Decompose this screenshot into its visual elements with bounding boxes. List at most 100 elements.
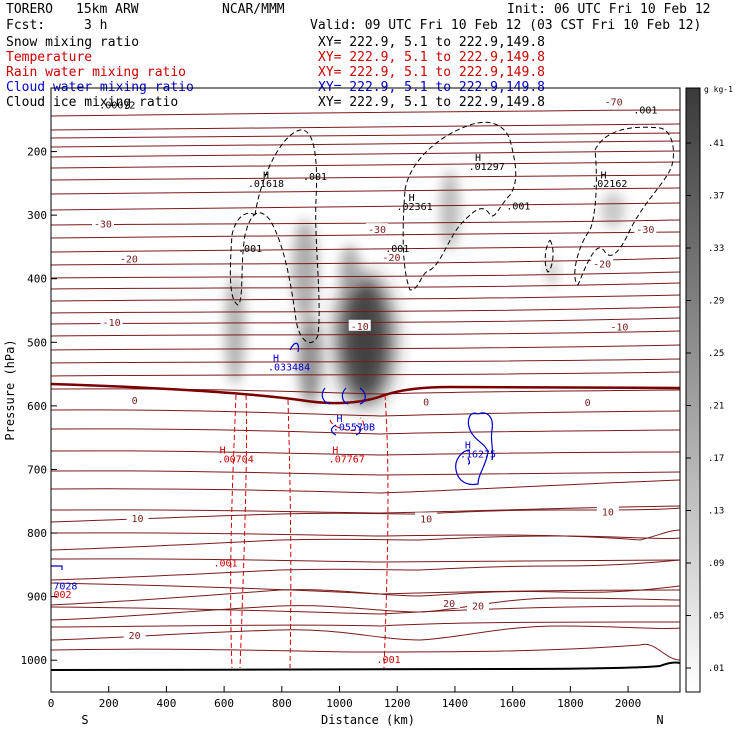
isotherm-line — [51, 330, 680, 337]
forecast-label: Fcst: — [6, 18, 46, 33]
contour-annotation: .02162 — [591, 179, 627, 190]
contour-annotation: .00704 — [218, 454, 254, 465]
isotherm-label: 0 — [423, 397, 429, 408]
terrain-surface — [50, 661, 681, 671]
snow-blob — [292, 220, 318, 320]
colorbar-tick-label: .01 — [708, 664, 724, 674]
contour-annotation: .001 — [633, 105, 657, 116]
legend-snow-xy: XY= 222.9, 5.1 to 222.9,149.8 — [318, 35, 545, 50]
contour-annotation: H — [263, 170, 269, 181]
contour-annotation: .033484 — [268, 362, 310, 373]
x-axis: 0 200 400 600 800 1000 1200 1400 1600 1800 2000 — [48, 686, 642, 710]
y-tick-label: 200 — [27, 146, 47, 159]
isotherm-label: -20 — [593, 259, 611, 270]
contour-annotation: H — [332, 446, 338, 457]
snow-blob — [440, 170, 460, 250]
contour-annotation: .01618 — [248, 179, 284, 190]
isotherm-label-bg — [608, 320, 631, 332]
isotherm-label-bg — [380, 251, 403, 263]
colorbar-tick-label: .25 — [708, 349, 724, 359]
snow-contour — [402, 121, 517, 291]
colorbar-tick-label: .09 — [708, 559, 724, 569]
isotherm-labels: -70 -30 -30 -30 -20 -20 -20 -10 -10 -10 0 0 0 10 10 10 2… — [91, 95, 657, 642]
isotherm-label-bg — [123, 628, 146, 640]
isotherm-line — [51, 294, 680, 302]
cloud-water-contour — [467, 457, 471, 465]
y-tick-label: 400 — [27, 273, 47, 286]
snow-blob — [337, 275, 393, 405]
y-tick-label: 1000 — [21, 654, 48, 667]
colorbar-tick-label: .13 — [708, 507, 724, 517]
legend-snow-name: Snow mixing ratio — [6, 35, 140, 50]
rain-contour — [287, 399, 292, 669]
isotherm-line — [51, 479, 680, 494]
lower-isotherm — [50, 559, 681, 581]
x-tick-label: 0 — [48, 697, 55, 710]
isotherm-line — [51, 505, 680, 514]
colorbar-tick-label: .33 — [708, 244, 724, 254]
y-tick-label: 900 — [27, 591, 47, 604]
isotherm-line — [51, 150, 680, 158]
x-tick-label: 1400 — [442, 697, 469, 710]
isotherm-line — [51, 306, 680, 314]
model-name: TORERO — [6, 2, 53, 17]
isotherm-label: -20 — [382, 253, 400, 264]
isotherm-label-bg — [576, 396, 599, 408]
y-axis-title: Pressure (hPa) — [3, 339, 17, 440]
contour-annotation: H — [273, 353, 279, 364]
x-tick-label: 2000 — [615, 697, 642, 710]
x-tick-label: 800 — [272, 697, 292, 710]
x-tick-label: 1000 — [326, 697, 353, 710]
isotherm-line — [51, 282, 680, 290]
isotherm-line — [51, 161, 680, 169]
isotherm-label: 10 — [602, 507, 614, 518]
contour-annotation: .07767 — [329, 454, 365, 465]
snow-contours — [229, 121, 674, 344]
isotherm-line — [51, 140, 680, 148]
colorbar-unit: g kg-1 — [704, 85, 733, 94]
contour-annotation: .001 — [377, 655, 401, 666]
isotherm-label-bg — [634, 223, 657, 235]
rain-contour — [230, 394, 237, 669]
contour-annotation: .001 — [238, 244, 262, 255]
isotherm-label: 0 — [132, 396, 138, 407]
isotherm-label-bg — [438, 596, 461, 608]
isotherm-line — [51, 231, 680, 239]
contour-annotation: 002 — [54, 590, 72, 601]
isotherm-label-bg — [123, 394, 146, 406]
contour-annotation: H — [220, 446, 226, 457]
colorbar-gradient — [685, 87, 701, 693]
rain-contour — [383, 394, 389, 669]
isotherm-line — [51, 271, 680, 279]
contour-annotation: .001 — [385, 244, 409, 255]
isotherm-label: 20 — [443, 599, 455, 610]
init-time: Init: 06 UTC Fri 10 Feb 12 — [507, 2, 711, 17]
isotherm-line — [51, 109, 680, 117]
cloud-water-contour — [321, 387, 366, 405]
isotherm-label-bg — [100, 315, 123, 327]
legend-rain-name: Rain water mixing ratio — [6, 65, 187, 80]
contour-annotation: 7028 — [53, 582, 77, 593]
isotherm-label: 20 — [129, 631, 141, 642]
isotherm-label-bg — [591, 257, 614, 269]
isotherm-label-bg — [596, 505, 619, 517]
valid-time: Valid: 09 UTC Fri 10 Feb 12 (03 CST Fri … — [310, 18, 702, 33]
colorbar-tick-label: .21 — [708, 402, 724, 412]
isotherm-label: -30 — [636, 225, 654, 236]
isotherm-line — [51, 621, 680, 628]
lower-isotherm — [50, 643, 681, 661]
snow-blob — [340, 245, 360, 295]
contour-annotation: .02361 — [396, 202, 432, 213]
isotherm-line — [51, 428, 680, 435]
legend-rain-xy: XY= 222.9, 5.1 to 222.9,149.8 — [318, 65, 545, 80]
x-axis-title: Distance (km) — [321, 713, 415, 727]
lower-isotherm — [50, 585, 681, 606]
isotherm-lines — [51, 109, 680, 628]
isotherm-line — [51, 132, 680, 139]
contour-annotation: H — [475, 153, 481, 164]
colorbar-tick-label: .05 — [708, 612, 724, 622]
cloud-water-contours — [51, 342, 494, 570]
isotherm-line — [51, 344, 680, 351]
snow-blob — [225, 275, 245, 385]
